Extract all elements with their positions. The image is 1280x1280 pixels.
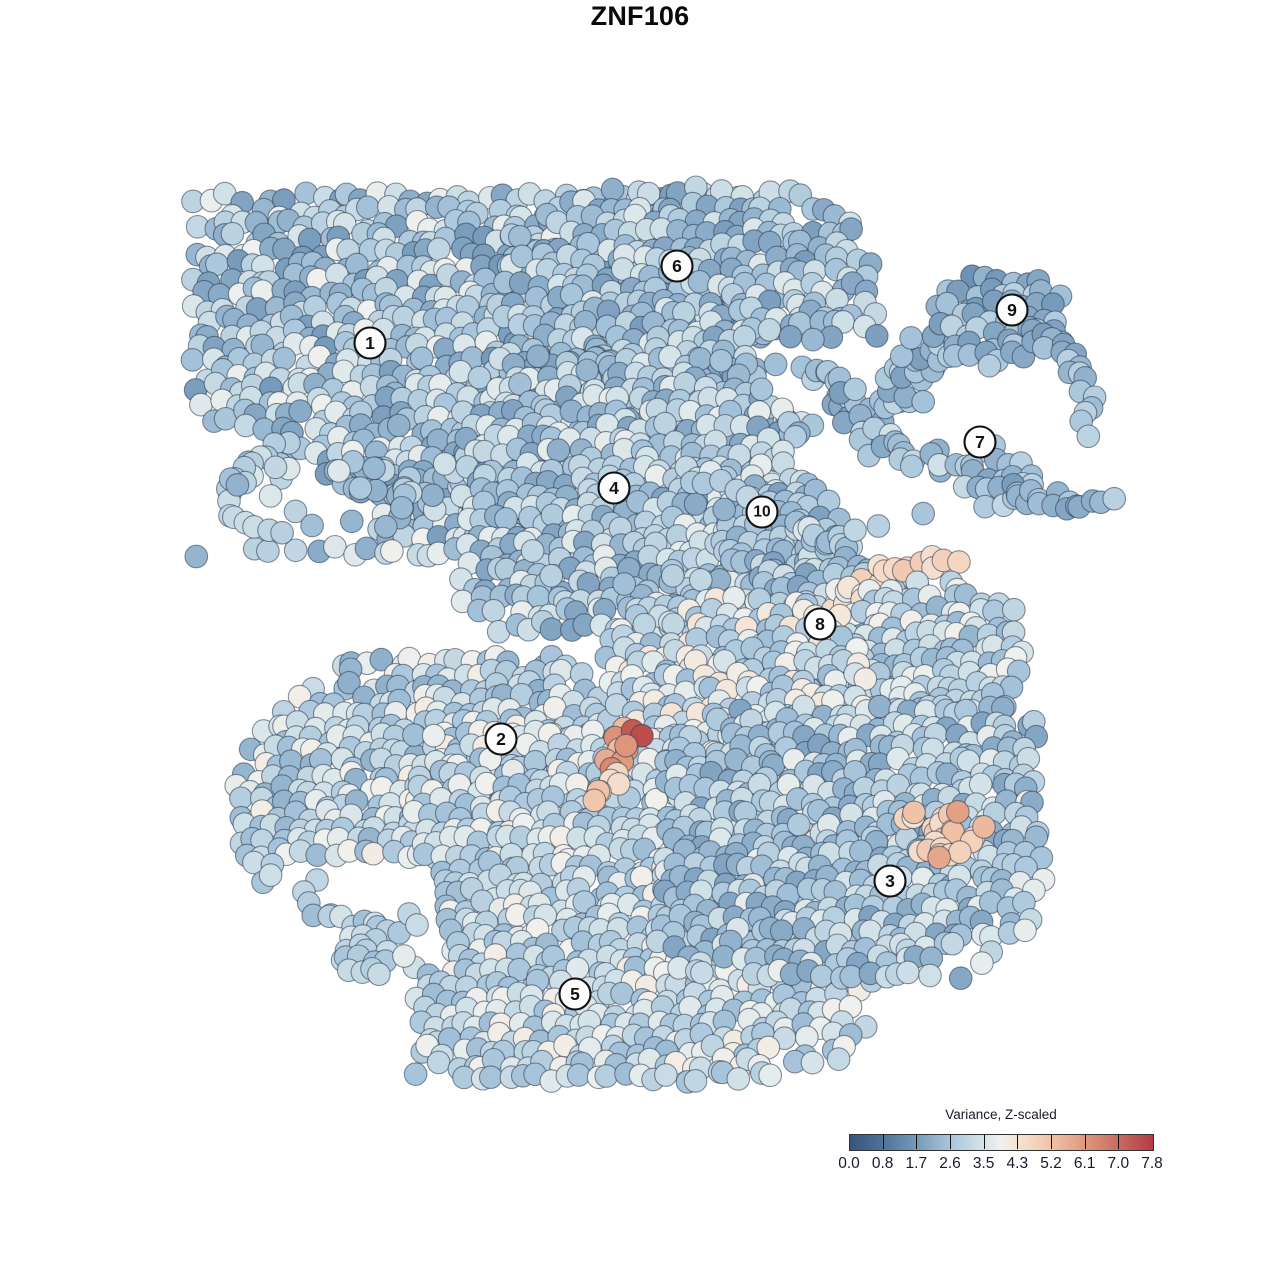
svg-text:1: 1 xyxy=(365,333,375,353)
svg-text:7: 7 xyxy=(975,432,985,452)
svg-text:10: 10 xyxy=(753,504,770,521)
svg-text:8: 8 xyxy=(815,614,825,634)
svg-text:5: 5 xyxy=(570,984,580,1004)
svg-text:4: 4 xyxy=(609,478,619,498)
svg-text:3: 3 xyxy=(885,871,895,891)
svg-text:9: 9 xyxy=(1007,300,1017,320)
svg-text:2: 2 xyxy=(496,729,506,749)
svg-text:6: 6 xyxy=(672,256,682,276)
